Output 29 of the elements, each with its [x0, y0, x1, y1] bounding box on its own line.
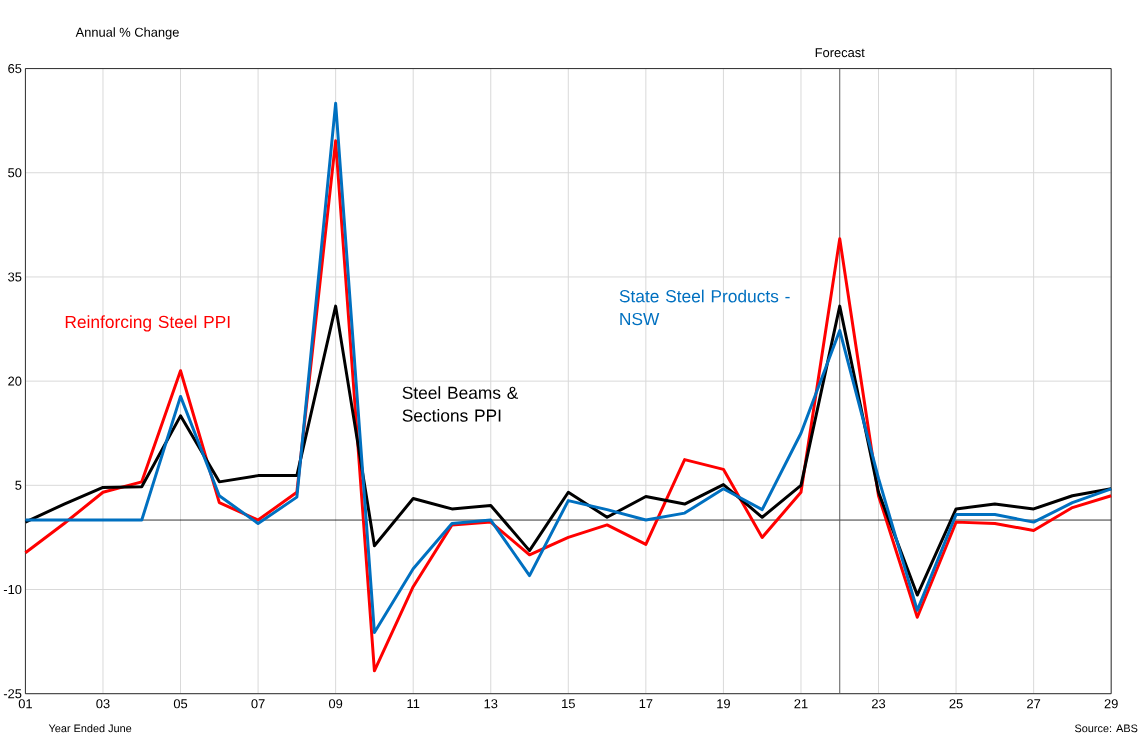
x-tick-label: 23 — [872, 699, 886, 709]
x-tick-label: 05 — [173, 699, 188, 709]
y-axis-title: Annual % Change — [75, 27, 179, 40]
y-tick-label: -25 — [3, 689, 22, 699]
y-tick-label: 50 — [8, 168, 22, 178]
ref-line-label: Forecast — [815, 48, 865, 58]
x-tick-label: 01 — [18, 699, 32, 709]
x-tick-label: 11 — [407, 699, 420, 708]
x-tick-label: 29 — [1104, 699, 1118, 709]
x-tick-label: 13 — [484, 699, 498, 709]
x-tick-label: 25 — [949, 699, 963, 709]
text: Reinforcing Steel PPI — [65, 315, 230, 332]
x-tick-label: 03 — [96, 699, 110, 709]
x-tick-label: 21 — [794, 699, 808, 709]
x-tick-label: 09 — [328, 699, 343, 709]
y-tick-label: -10 — [3, 584, 22, 595]
x-tick-label: 27 — [1027, 699, 1041, 709]
source-note: Source: ABS — [1074, 724, 1138, 733]
x-tick-label: 17 — [639, 699, 653, 708]
x-tick-label: 07 — [251, 699, 265, 709]
x-axis-title: Year Ended June — [48, 724, 132, 733]
x-tick-label: 15 — [562, 699, 575, 709]
y-tick-label: 20 — [8, 376, 22, 386]
y-tick-label: 35 — [8, 272, 22, 282]
y-tick-label: 5 — [15, 480, 22, 490]
y-tick-label: 65 — [8, 63, 22, 74]
x-tick-label: 19 — [717, 699, 730, 709]
text: Steel Beams & Sections PPI — [402, 386, 519, 422]
text: State Steel Products - NSW — [619, 289, 790, 326]
